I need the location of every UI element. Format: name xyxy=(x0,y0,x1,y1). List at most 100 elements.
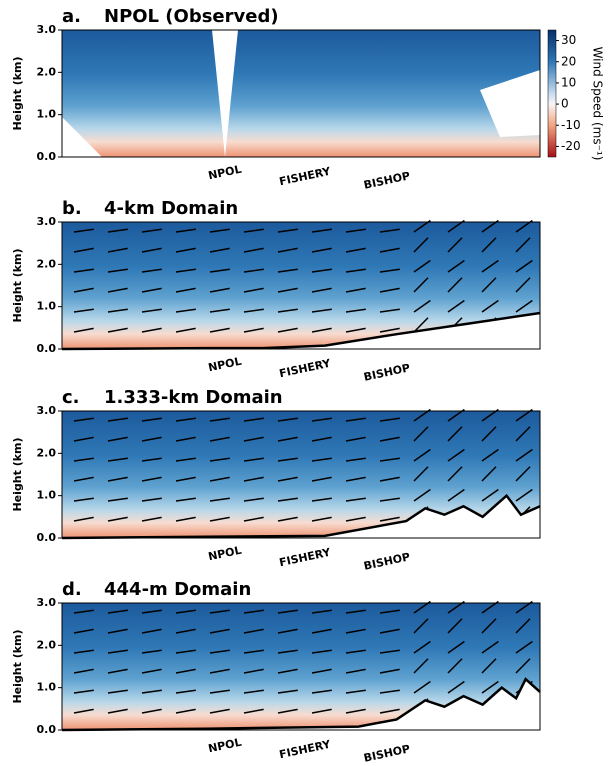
wind-arrow xyxy=(73,247,94,253)
wind-arrow xyxy=(447,259,465,273)
wind-arrow xyxy=(141,476,162,482)
wind-arrow xyxy=(107,247,128,253)
wind-arrow xyxy=(73,609,94,614)
panel-letter: a. xyxy=(62,6,81,27)
wind-arrow xyxy=(141,308,162,313)
wind-arrow xyxy=(175,516,196,522)
wind-arrow xyxy=(413,640,431,654)
wind-arrow xyxy=(209,628,230,634)
wind-arrow xyxy=(413,618,429,634)
wind-arrow xyxy=(447,466,463,482)
panel-title: NPOL (Observed) xyxy=(104,6,279,27)
wind-arrow xyxy=(243,436,264,442)
wind-arrow xyxy=(515,618,531,634)
wind-arrow xyxy=(311,308,332,313)
wind-arrow xyxy=(73,417,94,422)
wind-arrow xyxy=(277,497,298,502)
terrain-line xyxy=(61,493,541,540)
wind-arrow xyxy=(175,628,196,634)
wind-arrow xyxy=(73,708,94,714)
plot-frame xyxy=(61,602,541,731)
wind-arrow xyxy=(277,247,298,253)
wind-arrow xyxy=(175,457,196,462)
wind-arrow xyxy=(175,327,196,333)
wind-arrow xyxy=(209,436,230,442)
wind-arrow xyxy=(515,259,533,273)
wind-arrow xyxy=(447,448,465,462)
wind-arrow xyxy=(107,457,128,462)
y-axis-label: Height (km) xyxy=(11,56,24,130)
y-tick-label: 3.0 xyxy=(37,23,57,36)
wind-arrow xyxy=(379,436,400,442)
panel xyxy=(61,29,541,158)
panel xyxy=(61,219,541,351)
wind-arrow xyxy=(379,228,400,233)
x-tick-label: NPOL xyxy=(207,736,243,756)
wind-arrow xyxy=(413,317,429,333)
wind-arrow xyxy=(277,649,298,654)
wind-arrow xyxy=(345,228,366,233)
wind-arrow xyxy=(311,668,332,674)
wind-arrow xyxy=(311,247,332,253)
wind-arrow xyxy=(379,457,400,462)
panel-letter: d. xyxy=(62,579,82,600)
wind-arrow xyxy=(277,628,298,634)
wind-arrow xyxy=(209,497,230,502)
wind-arrow xyxy=(175,609,196,614)
wind-arrow xyxy=(209,327,230,333)
wind-arrow xyxy=(243,308,264,313)
wind-arrow xyxy=(379,668,400,674)
wind-arrow xyxy=(311,689,332,694)
wind-arrow xyxy=(107,668,128,674)
wind-arrow xyxy=(73,228,94,233)
y-tick-label: 3.0 xyxy=(37,596,57,609)
wind-arrow xyxy=(73,308,94,313)
wind-arrow xyxy=(107,228,128,233)
wind-arrow xyxy=(209,247,230,253)
wind-arrow xyxy=(311,649,332,654)
wind-arrow xyxy=(73,287,94,293)
wind-arrow xyxy=(209,287,230,293)
wind-arrow xyxy=(345,308,366,313)
wind-arrow xyxy=(107,497,128,502)
wind-arrow xyxy=(73,628,94,634)
wind-arrow xyxy=(243,609,264,614)
wind-arrow xyxy=(447,618,463,634)
wind-arrow xyxy=(107,689,128,694)
wind-arrow xyxy=(345,457,366,462)
wind-arrow xyxy=(345,609,366,614)
wind-arrow xyxy=(209,228,230,233)
wind-arrow xyxy=(209,668,230,674)
panel-letter: b. xyxy=(62,198,82,219)
wind-arrow xyxy=(345,247,366,253)
wind-arrow xyxy=(515,488,533,502)
wind-arrow xyxy=(311,708,332,714)
wind-arrow xyxy=(73,649,94,654)
x-tick-label: NPOL xyxy=(207,163,243,183)
wind-arrow xyxy=(345,417,366,422)
wind-arrow xyxy=(73,436,94,442)
wind-arrow xyxy=(175,308,196,313)
panel-title: 444-m Domain xyxy=(104,579,251,600)
wind-arrow xyxy=(141,417,162,422)
terrain-mask xyxy=(62,313,540,350)
x-tick-label: FISHERY xyxy=(278,546,333,570)
wind-arrow xyxy=(209,516,230,522)
y-axis-label: Height (km) xyxy=(11,437,24,511)
wind-arrow xyxy=(379,708,400,714)
wind-arrow xyxy=(107,308,128,313)
wind-arrow xyxy=(481,299,499,313)
wind-arrow xyxy=(141,668,162,674)
wind-arrow xyxy=(107,609,128,614)
wind-arrow xyxy=(175,649,196,654)
wind-arrow xyxy=(413,466,429,482)
wind-arrow xyxy=(107,516,128,522)
wind-arrow xyxy=(345,708,366,714)
wind-arrow xyxy=(413,299,431,313)
wind-arrow xyxy=(311,609,332,614)
y-tick-label: 2.0 xyxy=(37,257,57,270)
colorbar-tick-label: 30 xyxy=(561,33,576,47)
x-tick-label: BISHOP xyxy=(363,361,412,383)
y-tick-label: 1.0 xyxy=(37,108,57,121)
wind-arrow xyxy=(379,287,400,293)
